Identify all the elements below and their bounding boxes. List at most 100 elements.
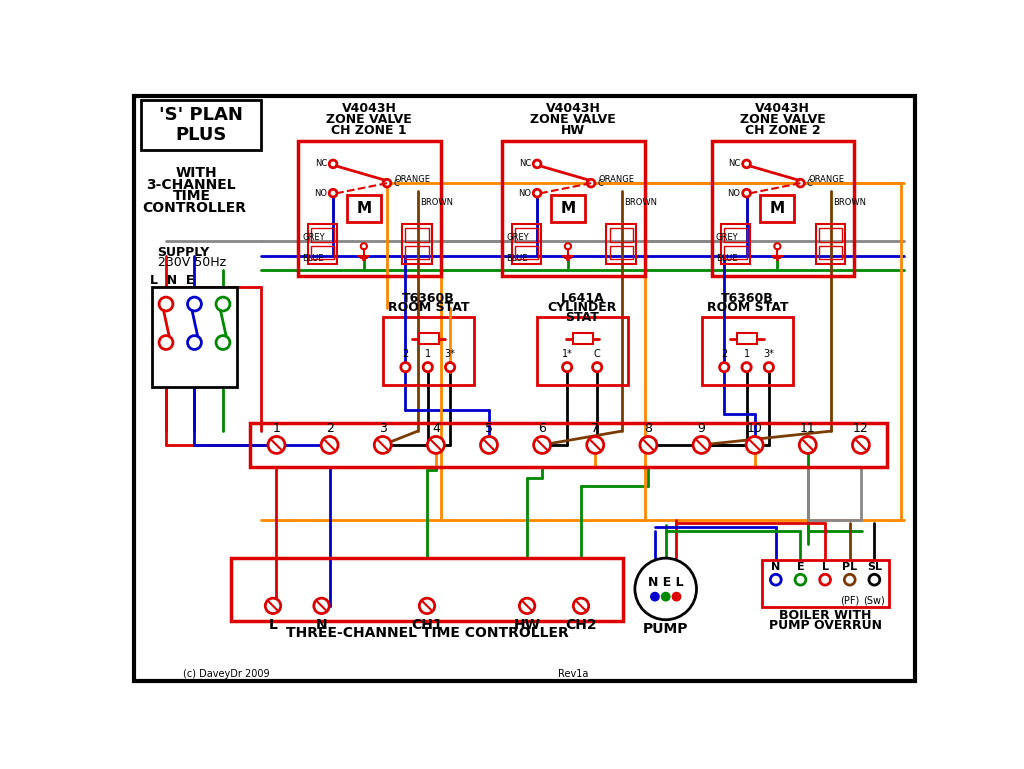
Text: ORANGE: ORANGE: [599, 175, 635, 184]
Text: 2: 2: [402, 349, 409, 359]
Bar: [724, 245, 748, 259]
Text: BROWN: BROWN: [625, 198, 657, 207]
Circle shape: [400, 362, 410, 371]
Circle shape: [774, 243, 780, 249]
Text: T6360B: T6360B: [402, 292, 455, 305]
Bar: [819, 228, 842, 241]
Circle shape: [374, 437, 391, 454]
Text: M: M: [356, 201, 372, 216]
Text: C: C: [594, 349, 600, 359]
Circle shape: [662, 593, 670, 601]
Bar: [141, 100, 261, 150]
Text: CH1: CH1: [412, 618, 442, 632]
Circle shape: [313, 598, 330, 614]
Text: M: M: [560, 201, 575, 216]
Bar: [383, 317, 474, 384]
Text: ZONE VALVE: ZONE VALVE: [327, 113, 412, 125]
Text: C: C: [597, 178, 603, 188]
Text: C: C: [393, 178, 399, 188]
Text: 12: 12: [853, 422, 868, 435]
Circle shape: [587, 437, 604, 454]
Circle shape: [770, 574, 781, 585]
Text: PUMP: PUMP: [643, 622, 688, 636]
Circle shape: [673, 593, 680, 601]
Circle shape: [419, 598, 435, 614]
Bar: [701, 317, 793, 384]
Text: M: M: [770, 201, 785, 216]
Text: ORANGE: ORANGE: [808, 175, 844, 184]
Text: L641A: L641A: [561, 292, 604, 305]
Circle shape: [330, 160, 337, 168]
Text: CONTROLLER: CONTROLLER: [142, 201, 247, 215]
Circle shape: [480, 437, 498, 454]
Bar: [538, 317, 628, 384]
Bar: [712, 141, 854, 275]
Text: SL: SL: [867, 561, 882, 571]
Text: CH ZONE 1: CH ZONE 1: [332, 124, 408, 137]
Circle shape: [427, 437, 444, 454]
Circle shape: [445, 362, 455, 371]
Bar: [762, 561, 889, 607]
Text: 3*: 3*: [444, 349, 456, 359]
Text: ROOM STAT: ROOM STAT: [707, 301, 788, 315]
Text: 3-CHANNEL: 3-CHANNEL: [145, 178, 236, 191]
Circle shape: [159, 335, 173, 349]
Text: CH2: CH2: [565, 618, 597, 632]
Text: N: N: [315, 618, 328, 632]
Text: SUPPLY: SUPPLY: [158, 246, 210, 259]
Text: N: N: [771, 561, 780, 571]
Circle shape: [187, 335, 202, 349]
Text: 3: 3: [379, 422, 387, 435]
Bar: [419, 333, 438, 344]
Text: 3*: 3*: [764, 349, 774, 359]
Circle shape: [640, 437, 656, 454]
Circle shape: [265, 598, 281, 614]
Text: NC: NC: [519, 159, 531, 168]
Text: 'S' PLAN: 'S' PLAN: [159, 106, 243, 125]
Text: 9: 9: [697, 422, 706, 435]
Text: HW: HW: [514, 618, 541, 632]
Text: L: L: [268, 618, 278, 632]
Text: (Sw): (Sw): [863, 595, 886, 605]
Text: 2: 2: [326, 422, 334, 435]
Text: BLUE: BLUE: [506, 254, 527, 263]
Bar: [307, 224, 337, 264]
Bar: [721, 224, 751, 264]
Text: NC: NC: [314, 159, 327, 168]
Circle shape: [845, 574, 855, 585]
Circle shape: [360, 243, 367, 249]
Circle shape: [651, 593, 658, 601]
Circle shape: [565, 243, 571, 249]
Bar: [512, 224, 541, 264]
Circle shape: [746, 437, 763, 454]
Text: HW: HW: [561, 124, 586, 137]
Circle shape: [562, 362, 571, 371]
Text: PL: PL: [842, 561, 857, 571]
Text: 4: 4: [432, 422, 439, 435]
Text: PUMP OVERRUN: PUMP OVERRUN: [769, 618, 882, 631]
Text: 230V 50Hz: 230V 50Hz: [158, 256, 225, 269]
Text: (c) DaveyDr 2009: (c) DaveyDr 2009: [183, 669, 269, 679]
Bar: [515, 245, 538, 259]
Text: ROOM STAT: ROOM STAT: [388, 301, 469, 315]
Text: NC: NC: [728, 159, 740, 168]
Bar: [819, 245, 842, 259]
Text: V4043H: V4043H: [342, 102, 396, 115]
Text: ZONE VALVE: ZONE VALVE: [740, 113, 825, 125]
Circle shape: [423, 362, 432, 371]
Circle shape: [534, 189, 541, 197]
Text: L: L: [821, 561, 828, 571]
Bar: [402, 224, 432, 264]
Circle shape: [159, 297, 173, 311]
Circle shape: [268, 437, 285, 454]
Circle shape: [216, 297, 230, 311]
Bar: [737, 333, 758, 344]
Text: BROWN: BROWN: [420, 198, 453, 207]
Bar: [724, 228, 748, 241]
Bar: [298, 141, 441, 275]
Text: E: E: [797, 561, 804, 571]
Circle shape: [852, 437, 869, 454]
Text: ORANGE: ORANGE: [394, 175, 431, 184]
Bar: [503, 141, 645, 275]
Text: NO: NO: [727, 188, 740, 198]
